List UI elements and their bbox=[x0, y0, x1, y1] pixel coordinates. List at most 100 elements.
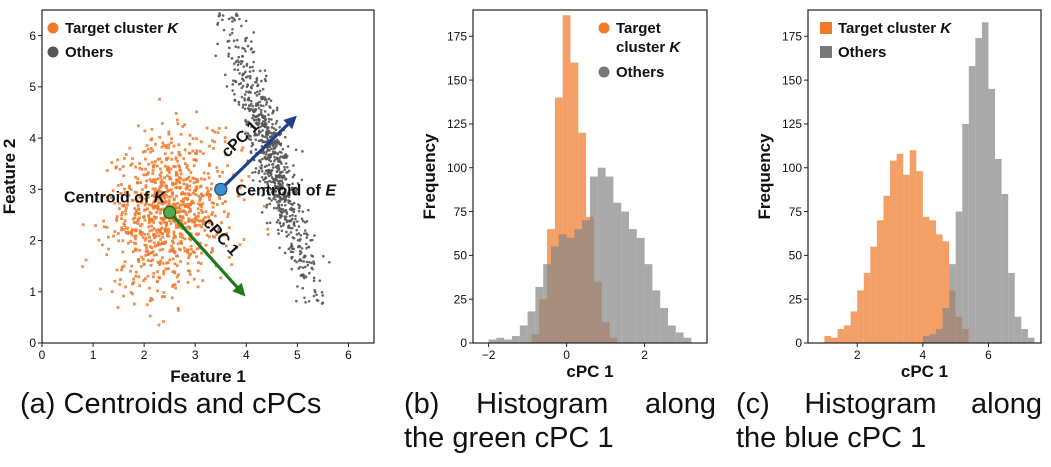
hist-green-bar-others bbox=[512, 335, 520, 343]
scatter-point-target bbox=[152, 227, 156, 230]
hist-blue-xtick-label: 4 bbox=[920, 348, 927, 362]
scatter-point-target bbox=[158, 157, 162, 161]
scatter-point-target bbox=[179, 172, 183, 176]
scatter-point-target bbox=[143, 149, 147, 153]
scatter-point-target bbox=[188, 272, 192, 276]
scatter-point-target bbox=[129, 240, 133, 244]
scatter-point-target bbox=[200, 140, 203, 144]
scatter-point-target bbox=[172, 182, 176, 186]
scatter-point-target bbox=[175, 264, 179, 268]
scatter-point-others bbox=[275, 200, 279, 204]
scatter-point-target bbox=[156, 289, 159, 293]
hist-blue-legend-target-label-symbol: K bbox=[940, 20, 952, 37]
hist-green-bar-others bbox=[558, 234, 567, 343]
scatter-point-others bbox=[278, 222, 282, 225]
scatter-point-target bbox=[187, 175, 191, 179]
scatter-point-target bbox=[154, 181, 157, 185]
scatter-point-target bbox=[185, 164, 189, 168]
scatter-point-target bbox=[182, 178, 185, 182]
hist-blue-bar-others bbox=[1001, 194, 1009, 343]
scatter-point-others bbox=[266, 149, 269, 152]
scatter-point-others bbox=[243, 93, 247, 96]
scatter-point-target bbox=[198, 199, 202, 203]
scatter-point-target bbox=[220, 221, 223, 225]
scatter-point-target bbox=[183, 237, 187, 241]
scatter-point-target bbox=[211, 139, 214, 142]
scatter-point-target bbox=[169, 167, 173, 171]
scatter-point-target bbox=[225, 232, 229, 236]
scatter-point-target bbox=[171, 270, 175, 273]
scatter-point-target bbox=[171, 203, 175, 207]
scatter-point-target bbox=[143, 193, 147, 197]
scatter-point-target bbox=[158, 261, 162, 265]
hist-green-bar-target bbox=[554, 97, 563, 343]
scatter-point-others bbox=[231, 83, 235, 86]
scatter-point-target bbox=[247, 175, 251, 178]
scatter-point-target bbox=[206, 172, 210, 175]
scatter-point-others bbox=[245, 122, 248, 126]
scatter-point-target bbox=[177, 280, 180, 284]
scatter-xtick-label: 2 bbox=[141, 348, 148, 362]
scatter-point-target bbox=[165, 261, 169, 265]
scatter-point-target bbox=[134, 229, 138, 233]
scatter-point-target bbox=[188, 179, 192, 183]
scatter-point-target bbox=[207, 164, 211, 167]
scatter-point-others bbox=[276, 152, 279, 156]
scatter-point-target bbox=[194, 158, 197, 162]
scatter-point-others bbox=[273, 184, 277, 188]
scatter-point-target bbox=[123, 156, 126, 160]
scatter-point-target bbox=[177, 150, 181, 154]
scatter-point-target bbox=[124, 285, 128, 289]
scatter-point-target bbox=[161, 232, 164, 236]
scatter-point-target bbox=[231, 173, 235, 177]
scatter-point-target bbox=[115, 217, 119, 221]
scatter-point-others bbox=[244, 49, 247, 53]
scatter-point-target bbox=[176, 159, 180, 163]
scatter-point-target bbox=[183, 203, 187, 207]
scatter-point-target bbox=[105, 253, 109, 257]
scatter-point-target bbox=[148, 178, 152, 181]
scatter-point-target bbox=[192, 219, 196, 223]
scatter-point-target bbox=[208, 219, 212, 222]
scatter-point-others bbox=[312, 276, 316, 280]
scatter-point-others bbox=[240, 24, 243, 28]
scatter-point-target bbox=[127, 231, 131, 235]
scatter-point-target bbox=[176, 122, 180, 125]
scatter-point-target bbox=[133, 207, 137, 210]
scatter-point-others bbox=[307, 299, 311, 303]
hist-green-legend-target-label-line1: Target bbox=[616, 20, 661, 37]
scatter-point-others bbox=[304, 275, 308, 279]
scatter-point-target bbox=[183, 221, 187, 225]
scatter-point-target bbox=[184, 196, 187, 200]
hist-blue-ytick-label: 50 bbox=[789, 249, 803, 263]
scatter-point-target bbox=[105, 225, 109, 229]
scatter-point-others bbox=[249, 107, 253, 111]
scatter-point-target bbox=[189, 171, 193, 174]
scatter-point-others bbox=[307, 245, 311, 249]
scatter-point-target bbox=[164, 186, 168, 190]
scatter-point-target bbox=[136, 200, 139, 204]
scatter-point-others bbox=[307, 208, 310, 212]
scatter-point-target bbox=[173, 220, 176, 224]
scatter-point-others bbox=[285, 156, 288, 159]
hist-blue-bar-others bbox=[1027, 337, 1035, 343]
scatter-point-others bbox=[253, 91, 257, 95]
scatter-point-target bbox=[109, 196, 113, 199]
centroid-k-label-text: Centroid of bbox=[64, 189, 154, 206]
scatter-point-others bbox=[270, 152, 273, 156]
hist-blue-xtick-label: 2 bbox=[854, 348, 861, 362]
scatter-point-target bbox=[132, 302, 136, 306]
scatter-point-target bbox=[266, 227, 270, 231]
hist-green-bar-others bbox=[574, 229, 583, 343]
scatter-point-target bbox=[189, 232, 193, 236]
scatter-point-others bbox=[237, 100, 241, 104]
scatter-point-target bbox=[174, 111, 178, 115]
scatter-point-others bbox=[246, 132, 250, 135]
scatter-point-target bbox=[182, 157, 186, 160]
scatter-point-target bbox=[208, 193, 212, 196]
scatter-point-others bbox=[287, 233, 290, 236]
hist-blue-bar-target bbox=[883, 195, 891, 343]
scatter-point-target bbox=[152, 180, 156, 183]
scatter-point-target bbox=[150, 228, 154, 232]
